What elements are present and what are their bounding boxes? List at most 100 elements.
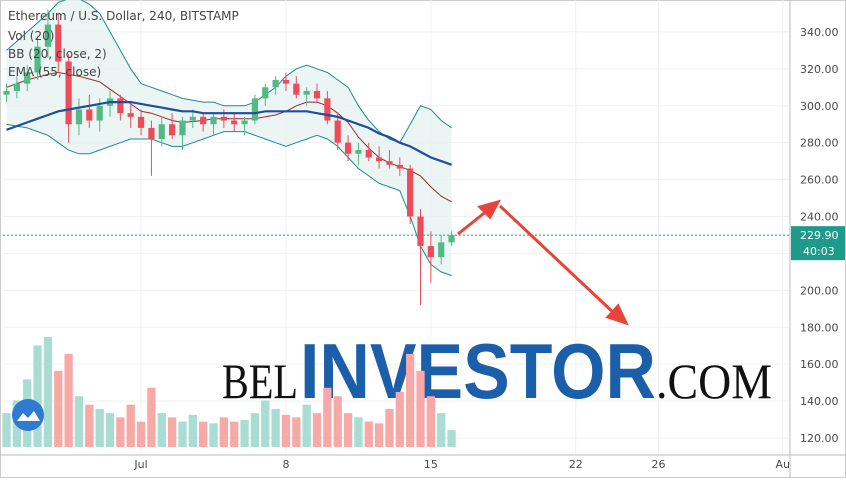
candle-body bbox=[65, 61, 72, 125]
x-tick-label: Jul bbox=[133, 458, 147, 471]
volume-bar bbox=[271, 408, 280, 447]
y-tick-label: 260.00 bbox=[800, 174, 839, 187]
x-tick-label: 8 bbox=[282, 458, 289, 471]
volume-bar bbox=[395, 392, 404, 447]
candle-body bbox=[272, 79, 279, 88]
volume-bar bbox=[261, 400, 270, 447]
volume-bar bbox=[219, 417, 229, 447]
candle-body bbox=[427, 246, 434, 258]
candle-body bbox=[86, 109, 93, 121]
chart-title: Ethereum / U.S. Dollar, 240, BITSTAMP bbox=[8, 9, 239, 23]
volume-bar bbox=[64, 353, 73, 447]
candle-body bbox=[251, 98, 259, 121]
candle-body bbox=[282, 79, 290, 84]
x-tick-label: Au bbox=[776, 458, 791, 471]
volume-bar bbox=[43, 337, 53, 447]
candle-body bbox=[438, 242, 445, 258]
candle-body bbox=[75, 109, 83, 125]
candle-body bbox=[293, 83, 300, 95]
watermark-right: .COM bbox=[656, 353, 772, 409]
candle-body bbox=[169, 124, 176, 136]
volume-bar bbox=[209, 423, 218, 447]
candle-body bbox=[407, 168, 414, 217]
arrow-head bbox=[477, 199, 501, 220]
candle-body bbox=[417, 216, 424, 247]
volume-bar bbox=[188, 414, 197, 447]
candle-body bbox=[448, 235, 455, 243]
volume-bar bbox=[167, 417, 177, 447]
candle-body bbox=[158, 124, 165, 139]
candle-body bbox=[386, 161, 393, 165]
candle-body bbox=[3, 91, 10, 95]
y-tick-label: 280.00 bbox=[800, 137, 839, 150]
volume-bar bbox=[230, 421, 239, 447]
volume-bar bbox=[426, 396, 436, 447]
volume-bar bbox=[364, 421, 373, 447]
volume-bar bbox=[74, 396, 84, 447]
price-label-box bbox=[791, 226, 845, 261]
bb-basis bbox=[6, 71, 452, 203]
volume-bar bbox=[302, 404, 311, 447]
volume-bar bbox=[354, 417, 363, 447]
volume-bar bbox=[2, 413, 11, 447]
candle-body bbox=[34, 46, 41, 73]
volume-bar bbox=[281, 414, 291, 447]
y-tick-label: 320.00 bbox=[800, 63, 839, 76]
volume-bar bbox=[385, 408, 394, 447]
candle-body bbox=[96, 105, 103, 121]
volume-bar bbox=[343, 413, 353, 447]
volume-bar bbox=[437, 413, 446, 447]
volume-bar bbox=[136, 421, 146, 447]
y-tick-label: 340.00 bbox=[800, 26, 839, 39]
volume-bar bbox=[333, 396, 342, 447]
volume-bar bbox=[85, 404, 94, 447]
countdown: 40:03 bbox=[803, 245, 835, 258]
x-tick-label: 22 bbox=[569, 458, 583, 471]
volume-bar bbox=[292, 417, 301, 447]
volume-bar bbox=[33, 345, 42, 447]
y-tick-label: 120.00 bbox=[800, 432, 839, 445]
y-tick-label: 180.00 bbox=[800, 321, 839, 334]
candle-body bbox=[210, 116, 217, 125]
volume-bar bbox=[54, 370, 63, 447]
y-tick-label: 140.00 bbox=[800, 395, 839, 408]
logo-icon bbox=[17, 411, 40, 421]
legend-entry: BB (20, close, 2) bbox=[8, 47, 107, 61]
volume-bar bbox=[116, 417, 125, 447]
candle-body bbox=[313, 91, 321, 99]
volume-bar bbox=[312, 413, 322, 447]
candle-body bbox=[344, 142, 352, 154]
candle-body bbox=[262, 87, 269, 99]
ema-line bbox=[6, 101, 452, 166]
y-tick-label: 160.00 bbox=[800, 358, 839, 371]
volume-bar bbox=[199, 421, 208, 447]
candle-body bbox=[303, 91, 310, 95]
volume-bar bbox=[374, 423, 384, 447]
price-label: 229.90 bbox=[800, 229, 839, 242]
candle-body bbox=[355, 150, 362, 154]
arrow-up bbox=[457, 208, 489, 236]
volume-bar bbox=[323, 387, 332, 447]
volume-bar bbox=[126, 404, 135, 447]
volume-bar bbox=[250, 413, 260, 447]
legend-entry: EMA (55, close) bbox=[8, 65, 101, 79]
candle-body bbox=[231, 120, 238, 125]
candle-body bbox=[200, 116, 207, 125]
candle-body bbox=[334, 120, 341, 143]
candle-body bbox=[44, 24, 52, 47]
candle-body bbox=[179, 120, 186, 136]
bb-upper bbox=[6, 0, 452, 144]
x-tick-label: 15 bbox=[424, 458, 438, 471]
volume-bar bbox=[416, 370, 425, 447]
legend-entry: Vol (20) bbox=[8, 29, 54, 43]
annotation-arrows bbox=[457, 199, 629, 326]
logo bbox=[12, 399, 44, 431]
volume-bar bbox=[105, 413, 115, 447]
y-tick-label: 240.00 bbox=[800, 211, 839, 224]
volume-bar bbox=[447, 430, 456, 447]
candle-body bbox=[127, 113, 134, 117]
candle-body bbox=[117, 98, 124, 114]
x-tick-label: 26 bbox=[652, 458, 666, 471]
volume-bar bbox=[406, 353, 415, 447]
